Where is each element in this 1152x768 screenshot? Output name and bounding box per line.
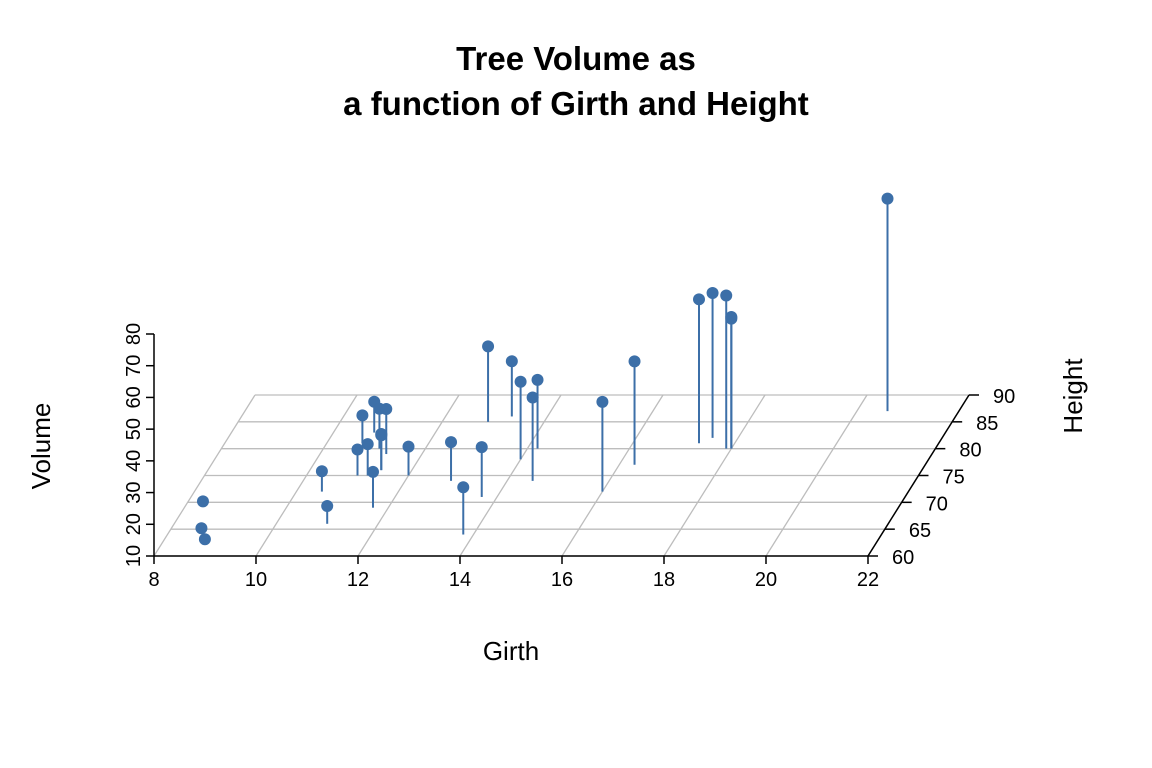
y-tick-label-4: 80	[959, 440, 981, 462]
z-axis-label: Volume	[26, 403, 56, 490]
data-point-30	[881, 192, 894, 205]
y-tick-label-6: 90	[993, 386, 1015, 408]
floor-grid	[153, 394, 970, 557]
y-tick-label-1: 65	[909, 520, 931, 542]
z-tick-label-7: 80	[123, 323, 145, 345]
z-tick-label-5: 60	[123, 386, 145, 408]
data-point-12	[375, 427, 388, 440]
data-point-29	[725, 312, 738, 325]
x-tick-label-3: 14	[449, 569, 471, 591]
x-tick-label-1: 10	[245, 569, 267, 591]
data-point-21	[531, 373, 544, 386]
data-point-16	[482, 340, 495, 353]
y-tick-label-0: 60	[892, 547, 914, 569]
x-tick-label-4: 16	[551, 569, 573, 591]
y-tick-label-5: 85	[976, 413, 998, 435]
x-axis-label: Girth	[483, 636, 539, 666]
data-point-24	[628, 355, 641, 368]
data-point-17	[505, 355, 518, 368]
y-axis-label: Height	[1058, 358, 1088, 434]
data-point-3	[315, 465, 328, 478]
data-point-23	[596, 395, 609, 408]
data-point-4	[356, 409, 369, 422]
data-point-9	[361, 438, 374, 451]
z-tick-label-3: 40	[123, 450, 145, 472]
data-point-27	[720, 289, 733, 302]
z-tick-label-0: 10	[123, 545, 145, 567]
x-tick-label-7: 22	[857, 569, 879, 591]
y-tick-label-3: 75	[943, 467, 965, 489]
data-point-13	[367, 465, 379, 478]
data-point-15	[445, 436, 458, 449]
data-point-6	[321, 500, 334, 513]
y-tick-label-2: 70	[926, 493, 948, 515]
z-tick-label-4: 50	[123, 418, 145, 440]
point-stems	[200, 198, 889, 540]
data-points	[195, 192, 894, 546]
data-point-1	[195, 522, 208, 535]
chart-title-line-1: Tree Volume as	[456, 40, 696, 77]
z-tick-label-6: 70	[123, 355, 145, 377]
data-point-0	[196, 495, 209, 508]
data-point-20	[514, 375, 527, 388]
z-tick-label-2: 30	[123, 481, 145, 503]
data-point-26	[706, 286, 719, 299]
z-tick-label-1: 20	[123, 513, 145, 535]
chart-title-line-2: a function of Girth and Height	[343, 85, 809, 122]
data-point-25	[693, 293, 705, 306]
x-tick-label-2: 12	[347, 569, 369, 591]
data-point-18	[475, 441, 488, 454]
data-point-14	[402, 440, 415, 453]
x-tick-label-0: 8	[148, 569, 159, 591]
data-point-2	[198, 533, 211, 546]
data-point-10	[380, 402, 393, 415]
data-point-7	[351, 443, 364, 456]
tick-labels: 8 10 12 14 16 18 20 226065707580859010203040506…	[123, 323, 1015, 591]
x-tick-label-5: 18	[653, 569, 675, 591]
data-point-19	[457, 481, 470, 494]
x-tick-label-6: 20	[755, 569, 777, 591]
axes	[146, 333, 979, 564]
data-point-22	[526, 391, 539, 404]
